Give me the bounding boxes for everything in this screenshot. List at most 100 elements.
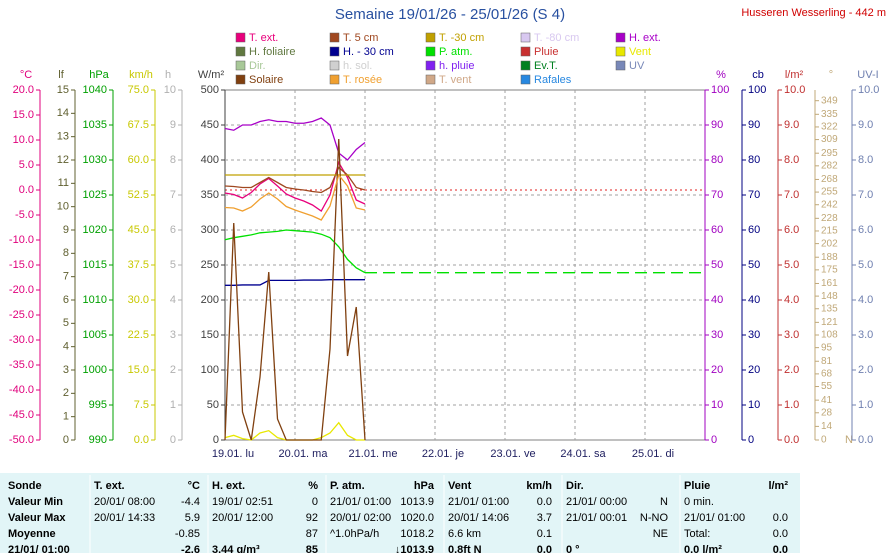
- y-tick-label: 1: [170, 399, 176, 411]
- legend-swatch: [615, 60, 626, 71]
- y-tick-label: 1020: [83, 224, 107, 236]
- y-tick-label: 70: [711, 189, 723, 201]
- y-tick-label: 228: [821, 213, 838, 224]
- y-tick-label: 148: [821, 291, 838, 302]
- axis-zero-label: N: [845, 434, 853, 446]
- axis-unit: h: [165, 69, 171, 81]
- y-tick-label: 68: [821, 369, 833, 380]
- y-tick-label: 135: [821, 303, 838, 314]
- table-background: [0, 473, 800, 553]
- legend-swatch: [520, 60, 531, 71]
- table-cell: 21/01/ 01:00: [684, 512, 745, 524]
- table-cell: Pluie: [684, 480, 710, 492]
- table-cell: hPa: [414, 480, 435, 492]
- y-tick-label: 50: [207, 399, 219, 411]
- table-cell: km/h: [526, 480, 552, 492]
- y-tick-label: 1.0: [858, 399, 873, 411]
- legend-swatch: [329, 60, 340, 71]
- y-tick-label: 0.0: [19, 184, 34, 196]
- legend-label: P. atm.: [439, 46, 472, 58]
- x-tick-label: 21.01. me: [349, 448, 398, 460]
- y-tick-label: 90: [711, 119, 723, 131]
- table-cell: °C: [188, 480, 200, 492]
- y-tick-label: 150: [201, 329, 219, 341]
- table-cell: -4.4: [181, 496, 200, 508]
- y-tick-label: 0.0: [784, 434, 799, 446]
- table-cell: 1020.0: [400, 512, 434, 524]
- table-cell: 20/01/ 02:00: [330, 512, 391, 524]
- y-tick-label: 1: [63, 411, 69, 423]
- y-tick-label: 5.0: [858, 259, 873, 271]
- table-cell: P. atm.: [330, 480, 365, 492]
- y-tick-label: 30: [711, 329, 723, 341]
- series-line: [224, 173, 366, 221]
- legend-label: T. rosée: [343, 74, 382, 86]
- table-cell: 20/01/ 14:33: [94, 512, 155, 524]
- y-tick-label: 2.0: [784, 364, 799, 376]
- y-tick-label: 295: [821, 148, 838, 159]
- legend-swatch: [425, 32, 436, 43]
- y-tick-label: 20: [748, 364, 760, 376]
- y-tick-label: 250: [201, 259, 219, 271]
- table-cell: Sonde: [8, 480, 42, 492]
- y-tick-label: 309: [821, 134, 838, 145]
- table-cell: 0.0: [537, 544, 552, 553]
- y-tick-label: 41: [821, 395, 833, 406]
- axis-unit: °C: [20, 69, 32, 81]
- y-tick-label: 322: [821, 122, 838, 133]
- legend-swatch: [329, 74, 340, 85]
- y-tick-label: 202: [821, 238, 838, 249]
- y-tick-label: 6: [170, 224, 176, 236]
- y-tick-label: 7.0: [858, 189, 873, 201]
- table-cell: 20/01/ 08:00: [94, 496, 155, 508]
- table-cell: -0.85: [175, 528, 200, 540]
- axis-unit: °: [829, 69, 833, 81]
- series-line: [224, 166, 366, 194]
- x-tick-label: 25.01. di: [632, 448, 674, 460]
- y-tick-label: 9.0: [858, 119, 873, 131]
- table-cell: 0.0 l/m²: [684, 544, 722, 553]
- y-tick-label: 4.0: [858, 294, 873, 306]
- y-tick-label: 8.0: [858, 154, 873, 166]
- table-cell: ^1.0hPa/h: [330, 528, 379, 540]
- axis-unit: cb: [752, 69, 764, 81]
- y-tick-label: 50: [711, 259, 723, 271]
- y-tick-label: 1005: [83, 329, 107, 341]
- y-tick-label: -40.0: [9, 384, 34, 396]
- table-cell: 19/01/ 02:51: [212, 496, 273, 508]
- axis-unit: hPa: [89, 69, 109, 81]
- y-tick-label: 242: [821, 199, 838, 210]
- table-cell: %: [308, 480, 318, 492]
- y-tick-label: 8: [170, 154, 176, 166]
- legend-label: Rafales: [534, 74, 572, 86]
- y-tick-label: -5.0: [15, 209, 34, 221]
- y-tick-label: 500: [201, 84, 219, 96]
- table-cell: 0 °: [566, 544, 580, 553]
- table-cell: H. ext.: [212, 480, 245, 492]
- legend-swatch: [615, 32, 626, 43]
- legend-label: Pluie: [534, 46, 558, 58]
- table-cell: 0.8ft N: [448, 544, 482, 553]
- series-line: [224, 138, 366, 441]
- y-tick-label: 255: [821, 187, 838, 198]
- y-tick-label: 100: [201, 364, 219, 376]
- y-tick-label: 282: [821, 160, 838, 171]
- table-cell: N-NO: [640, 512, 669, 524]
- table-cell: T. ext.: [94, 480, 125, 492]
- y-tick-label: 10.0: [13, 134, 34, 146]
- y-tick-label: 100: [748, 84, 766, 96]
- y-tick-label: 3.0: [858, 329, 873, 341]
- table-cell: Total:: [684, 528, 710, 540]
- x-tick-label: 22.01. je: [422, 448, 464, 460]
- legend-label: Solaire: [249, 74, 283, 86]
- y-tick-label: 15.0: [128, 364, 149, 376]
- y-tick-label: 7.0: [784, 189, 799, 201]
- table-cell: Valeur Min: [8, 496, 63, 508]
- legend-swatch: [425, 60, 436, 71]
- y-tick-label: 80: [748, 154, 760, 166]
- table-cell: 87: [306, 528, 318, 540]
- table-cell: N: [660, 496, 668, 508]
- table-cell: Valeur Max: [8, 512, 66, 524]
- y-tick-label: 268: [821, 174, 838, 185]
- legend-label: T. vent: [439, 74, 471, 86]
